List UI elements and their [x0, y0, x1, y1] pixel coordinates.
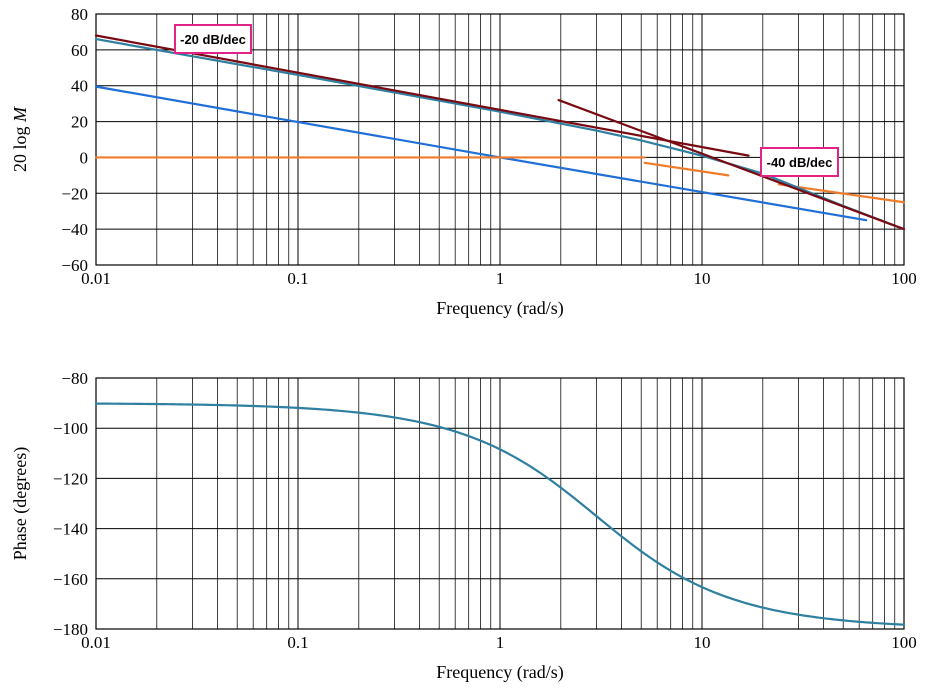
phase-x-tick-label: 100	[891, 633, 917, 652]
phase-x-tick-label: 0.1	[287, 633, 308, 652]
mag-x-tick-label: 0.01	[81, 269, 111, 288]
slope-annotation-box	[760, 147, 839, 177]
slope-annotation-label: -40 dB/dec	[767, 155, 833, 170]
mag-series-line-4	[94, 37, 906, 231]
phase-y-axis-label: Phase (degrees)	[10, 447, 31, 560]
phase-y-tick-label: −160	[53, 570, 88, 589]
phase-series-line-0	[94, 402, 906, 626]
mag-y-tick-label: 80	[71, 5, 88, 24]
phase-y-tick-label: −80	[61, 369, 88, 388]
mag-y-tick-label: 40	[71, 77, 88, 96]
phase-plot: 0.01 0.1 1 10 100 −180 −160 −140 −120 −100 −80 Freq…	[10, 369, 917, 683]
mag-series-line-6	[557, 98, 906, 231]
mag-y-axis-label: 20 log M	[10, 106, 30, 172]
slope-annotation-box	[174, 24, 252, 54]
mag-x-tick-label: 10	[694, 269, 711, 288]
phase-x-axis-label: Frequency (rad/s)	[436, 662, 563, 683]
mag-y-tick-label: 20	[71, 113, 88, 132]
phase-y-tick-label: −120	[53, 469, 88, 488]
mag-x-tick-label: 100	[891, 269, 917, 288]
mag-y-tick-label: −60	[61, 256, 88, 275]
mag-y-tick-label: 60	[71, 41, 88, 60]
mag-y-tick-label: 0	[80, 148, 89, 167]
phase-y-tick-label: −180	[53, 620, 88, 639]
mag-y-tick-label: −20	[61, 184, 88, 203]
phase-plot-frame	[95, 377, 905, 630]
magnitude-plot: 0.01 0.1 1 10 100 −60 −40 −20 0 20 40 60 80 Frequency…	[10, 5, 917, 319]
phase-y-tick-label: −140	[53, 520, 88, 539]
mag-series-line-2	[643, 161, 730, 177]
mag-series-line-5	[94, 34, 750, 157]
slope-annotation-label: -20 dB/dec	[180, 32, 246, 47]
phase-y-tick-label: −100	[53, 419, 88, 438]
phase-x-tick-label: 1	[496, 633, 505, 652]
mag-x-tick-label: 1	[496, 269, 505, 288]
mag-x-axis-label: Frequency (rad/s)	[436, 298, 563, 319]
phase-x-tick-label: 0.01	[81, 633, 111, 652]
mag-plot-frame	[95, 13, 905, 266]
phase-x-tick-label: 10	[694, 633, 711, 652]
mag-y-tick-label: −40	[61, 220, 88, 239]
mag-x-tick-label: 0.1	[287, 269, 308, 288]
